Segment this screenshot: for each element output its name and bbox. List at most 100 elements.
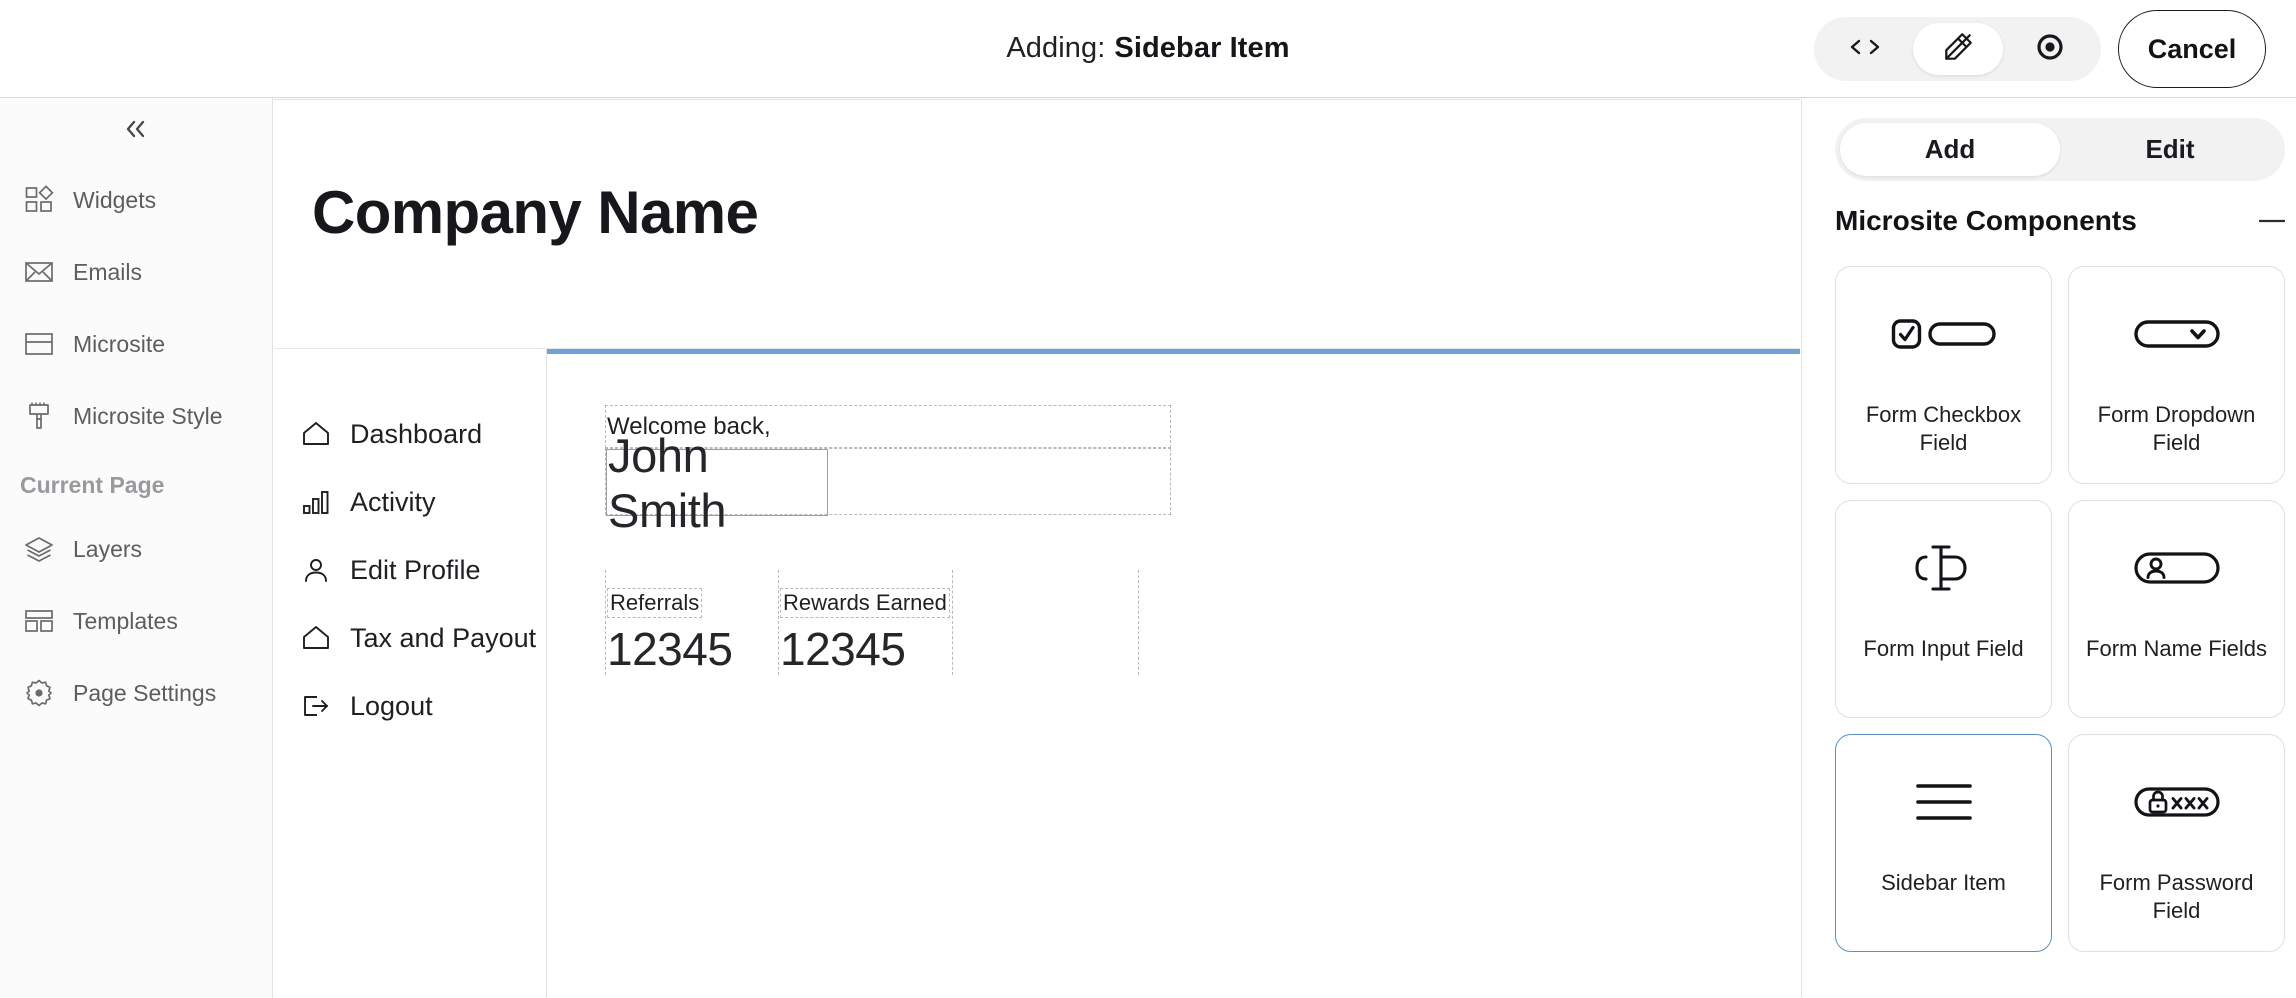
design-view-button[interactable] [1912,23,2003,75]
sidebar-item-label: Widgets [73,186,157,213]
top-header: Adding: Sidebar Item [0,0,2296,98]
stat-card-empty-slot[interactable] [953,570,1139,675]
view-mode-toggle[interactable] [1814,17,2101,81]
components-grid: Form Checkbox Field Form Dropdown Field [1835,266,2285,968]
sidebar-collapse-button[interactable] [0,98,272,164]
sidebar-item-microsite-style[interactable]: Microsite Style [0,380,272,452]
component-card-form-password-field[interactable]: Form Password Field [2068,734,2285,952]
logout-icon [294,686,338,726]
component-card-form-input-field[interactable]: Form Input Field [1835,500,2052,718]
sidebar-item-microsite[interactable]: Microsite [0,308,272,380]
code-brackets-icon [1848,35,1882,64]
stat-value: 12345 [780,623,906,675]
form-checkbox-icon [1836,267,2051,401]
sidebar-item-widgets[interactable]: Widgets [0,164,272,236]
tab-edit[interactable]: Edit [2060,123,2280,176]
welcome-text-block[interactable]: Welcome back, [605,405,1171,448]
cancel-button[interactable]: Cancel [2118,10,2266,88]
component-card-form-dropdown-field[interactable]: Form Dropdown Field [2068,266,2285,484]
widgets-icon [14,180,64,220]
sidebar-item-label: Microsite [73,330,166,357]
canvas-divider [274,348,1800,349]
layout-icon [14,324,64,364]
form-name-icon [2069,501,2284,635]
sidebar-item-page-settings[interactable]: Page Settings [0,657,272,729]
nav-item-edit-profile[interactable]: Edit Profile [274,536,546,604]
drop-position-indicator [546,349,1800,354]
code-view-button[interactable] [1820,23,1910,75]
user-name-row: John Smith [605,429,1171,537]
component-card-form-name-fields[interactable]: Form Name Fields [2068,500,2285,718]
page-title: Adding: Sidebar Item [0,0,2296,97]
nav-item-logout[interactable]: Logout [274,672,546,740]
tab-edit-label: Edit [2145,134,2195,164]
bar-chart-icon [294,482,338,522]
component-card-form-checkbox-field[interactable]: Form Checkbox Field [1835,266,2052,484]
user-name-block[interactable]: John Smith [606,429,828,537]
component-card-label: Form Checkbox Field [1865,402,2022,455]
stats-row: Referrals 12345 Rewards Earned 12345 [605,570,1171,675]
nav-item-label: Edit Profile [350,554,481,585]
left-sidebar: Widgets Emails Microsite [0,98,273,998]
user-icon [294,550,338,590]
right-panel: Add Edit Microsite Components [1801,99,2296,998]
stat-label: Referrals [607,588,703,618]
sidebar-item-layers[interactable]: Layers [0,513,272,585]
home-icon [294,618,338,658]
stat-value: 12345 [607,623,733,675]
nav-item-tax-and-payout[interactable]: Tax and Payout [274,604,546,672]
sidebar-item-emails[interactable]: Emails [0,236,272,308]
nav-item-label: Dashboard [350,418,483,449]
add-edit-toggle[interactable]: Add Edit [1835,118,2285,181]
component-card-label: Form Password Field [2099,870,2254,923]
microsite-canvas[interactable]: Company Name Dashboard [274,99,1800,998]
nav-item-label: Activity [350,486,436,517]
components-section-header: Microsite Components [1835,199,2285,243]
stat-label: Rewards Earned [780,588,950,618]
adding-label: Adding: [1006,32,1106,64]
sidebar-item-label: Layers [73,535,143,562]
form-input-icon [1836,501,2051,635]
tab-add-label: Add [1924,134,1976,164]
nav-item-activity[interactable]: Activity [274,468,546,536]
sidebar-section-heading: Current Page [20,472,165,498]
home-icon [294,414,338,454]
stat-card-referrals[interactable]: Referrals 12345 [605,570,779,675]
templates-icon [14,601,64,641]
paintbrush-icon [1941,30,1975,69]
microsite-nav: Dashboard Activity [274,400,546,740]
hamburger-lines-icon [1836,735,2051,869]
welcome-text: Welcome back, [607,412,771,440]
component-card-label: Form Dropdown Field [2097,402,2256,455]
sidebar-item-templates[interactable]: Templates [0,585,272,657]
user-name: John Smith [608,428,727,537]
stat-card-rewards-earned[interactable]: Rewards Earned 12345 [779,570,953,675]
cancel-button-label: Cancel [2147,33,2237,64]
form-password-icon [2069,735,2284,869]
tab-add[interactable]: Add [1840,123,2060,176]
component-card-label: Sidebar Item [1881,870,2006,895]
component-card-sidebar-item[interactable]: Sidebar Item [1835,734,2052,952]
sidebar-item-label: Emails [73,258,143,285]
nav-item-dashboard[interactable]: Dashboard [274,400,546,468]
paint-roller-icon [14,396,64,436]
sidebar-item-label: Page Settings [73,679,217,706]
preview-view-button[interactable] [2005,23,2095,75]
sidebar-item-label: Microsite Style [73,402,223,429]
envelope-icon [14,252,64,292]
double-chevron-left-icon [121,118,151,145]
component-card-label: Form Name Fields [2086,636,2267,661]
components-section-title: Microsite Components [1835,205,2137,236]
eye-icon [2034,33,2066,65]
form-dropdown-icon [2069,267,2284,401]
sidebar-item-label: Templates [73,607,178,634]
canvas-column-divider [546,349,547,998]
nav-item-label: Tax and Payout [350,622,537,653]
gear-icon [14,673,64,713]
company-name-heading: Company Name [312,179,759,246]
layers-icon [14,529,64,569]
minus-icon[interactable] [2259,217,2285,225]
nav-item-label: Logout [350,690,433,721]
adding-component-name: Sidebar Item [1114,32,1290,64]
